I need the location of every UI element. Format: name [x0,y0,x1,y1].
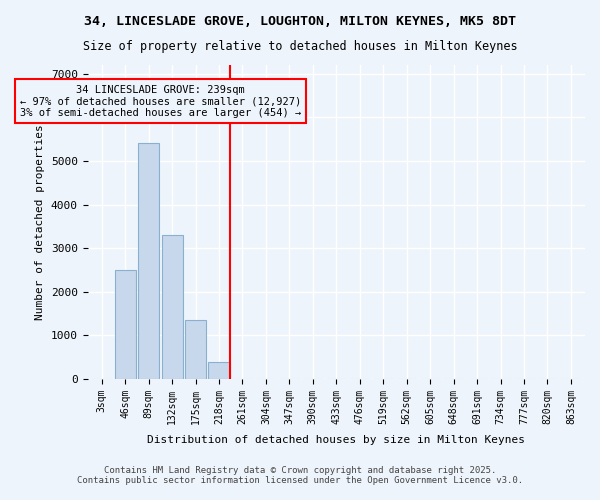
Bar [115,270,136,379]
Bar [161,235,182,379]
Text: 34 LINCESLADE GROVE: 239sqm
← 97% of detached houses are smaller (12,927)
3% of : 34 LINCESLADE GROVE: 239sqm ← 97% of det… [20,84,301,118]
Text: Contains HM Land Registry data © Crown copyright and database right 2025.
Contai: Contains HM Land Registry data © Crown c… [77,466,523,485]
Text: 34, LINCESLADE GROVE, LOUGHTON, MILTON KEYNES, MK5 8DT: 34, LINCESLADE GROVE, LOUGHTON, MILTON K… [84,15,516,28]
X-axis label: Distribution of detached houses by size in Milton Keynes: Distribution of detached houses by size … [148,435,526,445]
Bar [185,320,206,379]
Bar [138,144,159,379]
Bar [208,362,230,379]
Y-axis label: Number of detached properties: Number of detached properties [35,124,46,320]
Text: Size of property relative to detached houses in Milton Keynes: Size of property relative to detached ho… [83,40,517,53]
